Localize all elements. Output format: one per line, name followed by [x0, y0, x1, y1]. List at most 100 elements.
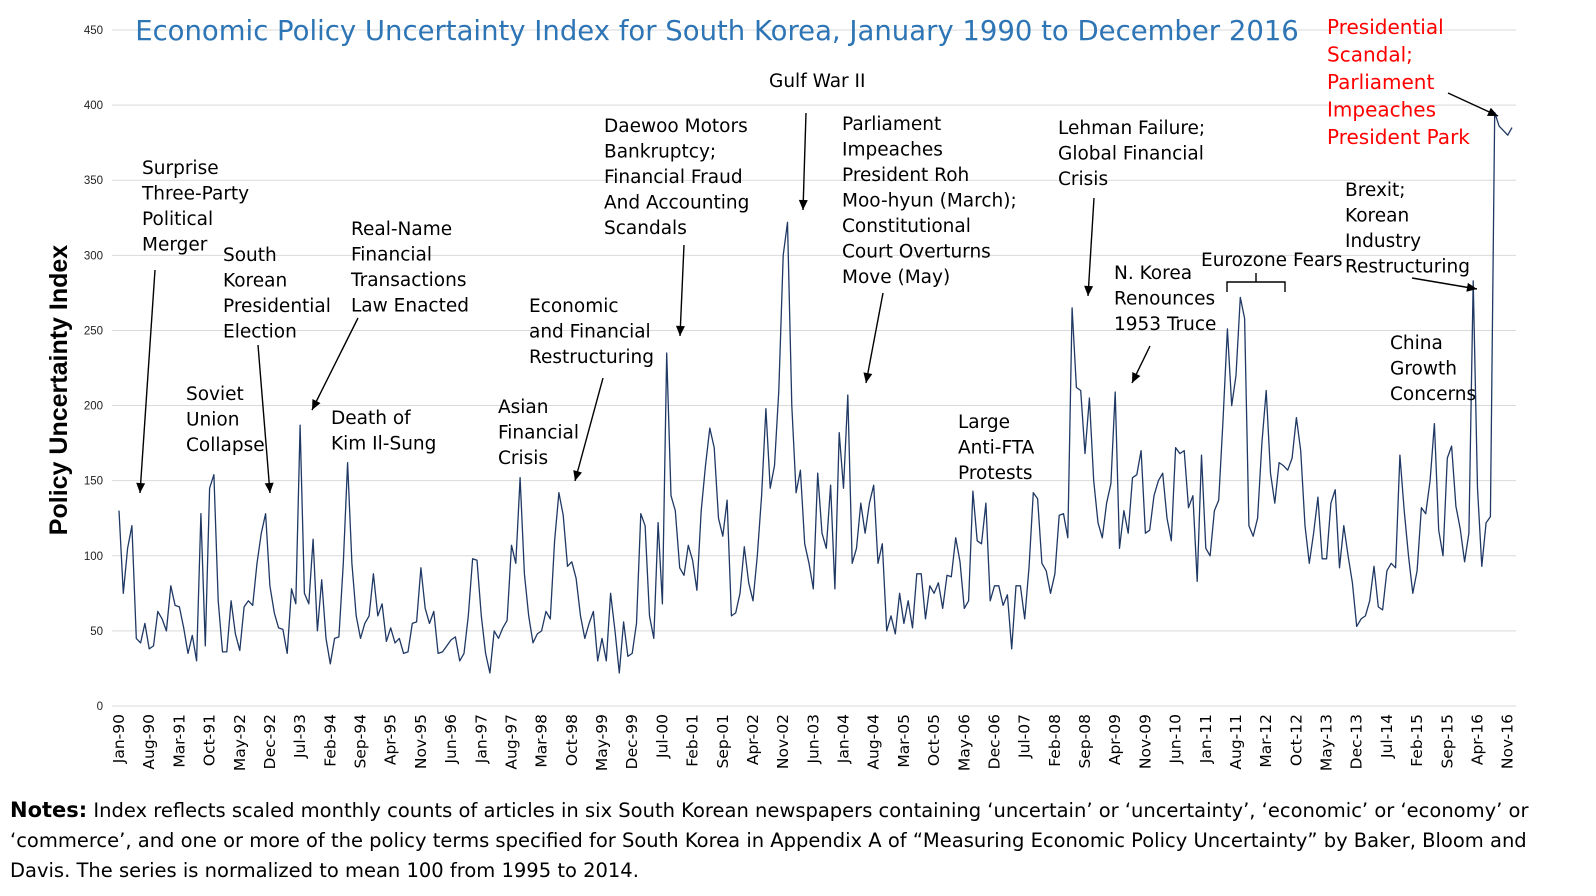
y-tick-label: 0 — [97, 701, 103, 713]
annotation-line: South — [223, 245, 277, 266]
series-line — [118, 111, 1513, 674]
annotation: Economic and Financial Restructuring — [529, 296, 654, 368]
annotations: Surprise Three-Party Political Merger South K… — [141, 15, 1476, 484]
x-tick-labels: Jan-90 Aug-90 Mar-91 Oct-91 May-92 Dec-92 Jul-… — [110, 714, 1517, 771]
annotation-arrow — [257, 344, 274, 494]
x-tick-label: Nov-09 — [1136, 714, 1154, 769]
chart-title: Economic Policy Uncertainty Index for So… — [135, 15, 1299, 47]
annotation-line: 1953 Truce — [1114, 314, 1216, 335]
x-tick-label: Jun-03 — [804, 714, 822, 765]
annotation-line: Growth — [1390, 359, 1457, 380]
x-tick-label: May-92 — [231, 714, 249, 771]
annotation-arrow — [863, 292, 884, 384]
x-tick-label: Dec-13 — [1348, 714, 1366, 769]
x-tick-label: May-06 — [955, 714, 973, 771]
annotation: Daewoo Motors Bankruptcy; Financial Fraud A… — [604, 116, 749, 239]
annotation-line: Industry — [1345, 231, 1421, 252]
annotation-line: Impeaches — [842, 140, 943, 161]
y-tick-label: 300 — [84, 250, 103, 262]
annotation-line: Parliament — [842, 114, 941, 135]
annotation-line: Real-Name — [351, 219, 452, 240]
annotation-line: Large — [958, 412, 1010, 433]
annotation-line: Financial — [351, 245, 432, 266]
y-tick-label: 450 — [84, 25, 103, 37]
x-tick-label: Mar-91 — [170, 714, 188, 768]
annotation-line: Crisis — [498, 448, 548, 469]
annotation-arrow — [1084, 197, 1095, 297]
x-tick-label: Apr-02 — [744, 714, 762, 765]
x-tick-label: Jul-07 — [1016, 714, 1034, 759]
notes: Notes: Index reflects scaled monthly cou… — [10, 795, 1590, 886]
annotation-line: China — [1390, 333, 1443, 354]
x-tick-label: Feb-94 — [321, 714, 339, 767]
annotation-line: Surprise — [142, 158, 219, 179]
annotation: Soviet Union Collapse — [186, 384, 265, 456]
x-tick-label: Feb-15 — [1408, 714, 1426, 767]
annotation-line: Restructuring — [529, 347, 654, 368]
annotation-arrows — [136, 92, 1499, 494]
x-tick-label: Aug-11 — [1227, 714, 1245, 770]
x-tick-label: Feb-01 — [684, 714, 702, 767]
x-tick-label: Jan-97 — [472, 714, 490, 764]
y-tick-label: 250 — [84, 325, 103, 337]
annotation-line: Protests — [958, 463, 1033, 484]
y-tick-label: 150 — [84, 476, 103, 488]
x-tick-label: Nov-16 — [1499, 714, 1517, 769]
annotation-line: Concerns — [1390, 384, 1476, 405]
annotation-line: Three-Party — [141, 184, 249, 205]
x-tick-label: Aug-90 — [140, 714, 158, 770]
annotation: Large Anti-FTA Protests — [958, 412, 1035, 484]
annotation-line: Gulf War II — [769, 71, 865, 92]
annotation-line: Death of — [331, 408, 411, 429]
x-tick-label: Mar-05 — [895, 714, 913, 768]
annotation-line: Constitutional — [842, 216, 971, 237]
x-tick-label: Apr-09 — [1106, 714, 1124, 765]
x-tick-label: Jan-11 — [1197, 714, 1215, 764]
annotation-line: Renounces — [1114, 289, 1215, 310]
x-tick-label: Jul-93 — [291, 714, 309, 759]
annotation-line: Asian — [498, 397, 549, 418]
annotation: Asian Financial Crisis — [498, 397, 579, 469]
annotation-line: Brexit; — [1345, 180, 1406, 201]
x-tick-label: Jul-14 — [1378, 714, 1396, 759]
annotation-line: Global Financial — [1058, 144, 1204, 165]
eurozone-bracket — [1226, 273, 1286, 292]
annotation-line: Bankruptcy; — [604, 142, 716, 163]
annotation-line: Move (May) — [842, 267, 950, 288]
annotation-line: Scandal; — [1327, 43, 1413, 67]
x-tick-label: Jun-10 — [1167, 714, 1185, 765]
annotation-line: Union — [186, 410, 239, 431]
x-tick-label: Oct-98 — [563, 714, 581, 766]
x-tick-label: Sep-15 — [1438, 714, 1456, 769]
y-tick-label: 400 — [84, 100, 103, 112]
annotation-line: Kim Il-Sung — [331, 434, 436, 455]
annotation-line: Eurozone Fears — [1201, 250, 1343, 271]
annotation-line: Scandals — [604, 218, 687, 239]
y-tick-label: 100 — [84, 551, 103, 563]
annotation-line: Economic — [529, 296, 619, 317]
x-tick-label: Oct-12 — [1287, 714, 1305, 766]
annotation-arrow — [1411, 277, 1478, 292]
annotation-line: Korean — [223, 271, 287, 292]
x-tick-label: Mar-98 — [533, 714, 551, 768]
annotation-line: Korean — [1345, 206, 1409, 227]
notes-label: Notes: — [10, 798, 88, 822]
annotation: Death of Kim Il-Sung — [331, 408, 436, 455]
annotation-line: Merger — [142, 235, 208, 256]
x-tick-label: Jul-00 — [653, 714, 671, 759]
x-tick-label: Apr-16 — [1468, 714, 1486, 765]
annotation: Surprise Three-Party Political Merger — [141, 158, 249, 256]
y-tick-label: 200 — [84, 401, 103, 413]
annotation-line: Parliament — [1327, 70, 1434, 94]
annotation-arrow — [311, 317, 359, 411]
x-tick-label: Feb-08 — [1046, 714, 1064, 767]
annotation: Presidential Scandal; Parliament Impeaches P… — [1327, 15, 1470, 149]
annotation-line: Financial — [498, 423, 579, 444]
annotation-line: Court Overturns — [842, 242, 991, 263]
x-tick-label: Sep-08 — [1076, 714, 1094, 769]
annotation-arrow — [136, 269, 156, 494]
x-tick-label: Sep-01 — [714, 714, 732, 769]
y-axis-label: Policy Uncertainty Index — [45, 245, 73, 535]
annotation: South Korean Presidential Election — [223, 245, 331, 343]
